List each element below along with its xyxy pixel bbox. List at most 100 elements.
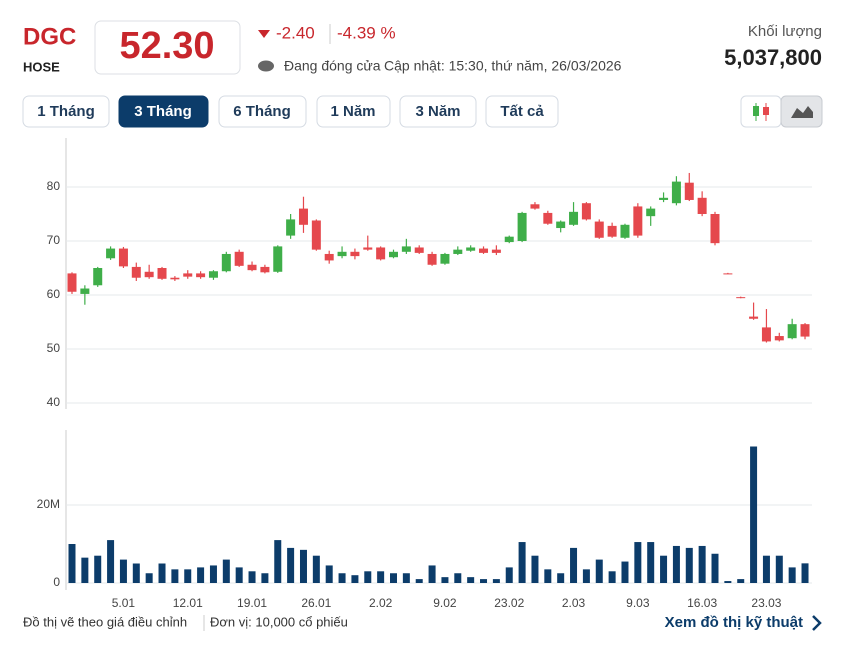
volume-bar: [634, 542, 642, 583]
volume-bar: [325, 565, 333, 583]
down-arrow: [258, 30, 270, 38]
x-tick-label: 2.03: [562, 596, 586, 610]
area-view-button[interactable]: [780, 95, 823, 128]
candle-body: [594, 221, 604, 238]
volume-bar: [312, 555, 320, 583]
x-tick-label: 2.02: [369, 596, 393, 610]
candle-body: [93, 268, 103, 286]
range-label[interactable]: Tất cả: [500, 103, 544, 120]
volume-bar: [480, 579, 488, 583]
candle-body: [761, 327, 771, 342]
volume-bar: [505, 567, 513, 583]
x-tick-label: 9.02: [433, 596, 457, 610]
candle-body: [633, 206, 643, 236]
volume-bar: [287, 547, 295, 583]
x-tick-label: 26.01: [301, 596, 331, 610]
range-label[interactable]: 3 Tháng: [134, 103, 192, 120]
y-tick-label: 0: [53, 575, 60, 589]
candle-body: [749, 316, 759, 319]
candle-body: [723, 273, 733, 275]
volume-bar: [274, 540, 282, 583]
volume-bar: [171, 569, 179, 583]
candle-body: [350, 251, 360, 257]
candle-body: [607, 225, 617, 237]
candle-body: [80, 288, 90, 294]
volume-bar: [788, 567, 796, 583]
candle-body: [556, 221, 566, 229]
volume-bar: [377, 571, 385, 583]
status-dot: [258, 60, 274, 72]
range-button[interactable]: 3 Năm: [399, 95, 477, 128]
candle-body: [401, 246, 411, 252]
candle-body: [581, 203, 591, 220]
volume-bar: [544, 569, 552, 583]
x-tick-label: 16.03: [687, 596, 717, 610]
candle-body: [774, 336, 784, 341]
volume-bar: [672, 545, 680, 583]
volume-bar: [235, 567, 243, 583]
x-tick-label: 9.03: [626, 596, 650, 610]
y-tick-label: 40: [47, 395, 61, 409]
volume-bar: [762, 555, 770, 583]
candle-view-button[interactable]: [740, 95, 782, 128]
candle-body: [466, 247, 476, 251]
candle-body: [427, 253, 437, 265]
volume-bar: [197, 567, 205, 583]
range-button[interactable]: 1 Tháng: [22, 95, 110, 128]
range-button[interactable]: 1 Năm: [316, 95, 391, 128]
range-label[interactable]: 3 Năm: [415, 103, 460, 120]
candle-body: [144, 271, 154, 278]
updated: Cập nhật: 15:30, thứ năm, 26/03/2026: [384, 58, 622, 74]
volume-bar: [621, 561, 629, 583]
range-label[interactable]: 6 Tháng: [233, 103, 291, 120]
candle-body: [67, 273, 77, 292]
range-button[interactable]: 6 Tháng: [218, 95, 307, 128]
y-tick-label: 70: [47, 233, 61, 247]
volume-bar: [94, 555, 102, 583]
technical-chart-link[interactable]: Xem đồ thị kỹ thuật: [665, 614, 822, 631]
range-label[interactable]: 1 Tháng: [37, 103, 95, 120]
volume-bar: [338, 573, 346, 583]
candle-body: [530, 204, 540, 209]
candle-body: [543, 212, 553, 224]
candle-body: [646, 208, 656, 217]
candle-body: [491, 249, 501, 253]
volume-bar: [724, 581, 732, 583]
candle-body: [684, 182, 694, 200]
range-button[interactable]: Tất cả: [485, 95, 559, 128]
candle-body: [787, 324, 797, 339]
price-box: [94, 20, 241, 75]
volume-bar: [119, 559, 127, 583]
candle-body: [247, 264, 257, 271]
volume-bar: [557, 573, 565, 583]
candle-body: [736, 297, 746, 299]
candle-body: [273, 246, 283, 272]
link-text[interactable]: Xem đồ thị kỹ thuật: [665, 614, 803, 631]
volume-bar: [660, 555, 668, 583]
range-label[interactable]: 1 Năm: [330, 103, 375, 120]
candle-body: [170, 277, 180, 280]
candle-body: [504, 236, 514, 243]
y-tick-label: 80: [47, 179, 61, 193]
candle-body: [440, 253, 450, 264]
footer-unit: Đơn vị: 10,000 cổ phiếu: [210, 614, 348, 629]
volume-bar: [184, 569, 192, 583]
volume-bar: [158, 563, 166, 583]
volume-bar: [750, 446, 758, 583]
volume-bar: [107, 540, 115, 583]
candle-body: [196, 273, 206, 278]
volume-bar: [698, 545, 706, 583]
volume-bar: [454, 573, 462, 583]
volume-bar: [390, 573, 397, 583]
range-button[interactable]: 3 Tháng: [118, 95, 209, 128]
volume-bar: [68, 544, 76, 583]
x-tick-label: 5.01: [112, 596, 136, 610]
exchange: HOSE: [23, 59, 60, 74]
volume-bar: [685, 547, 693, 583]
change: -2.40: [276, 23, 315, 42]
candle-body: [118, 248, 128, 267]
footer-note: Đồ thị vẽ theo giá điều chỉnh: [23, 614, 187, 629]
volume-bar: [441, 577, 449, 583]
candle-body: [183, 273, 193, 277]
candle-body: [659, 197, 669, 200]
